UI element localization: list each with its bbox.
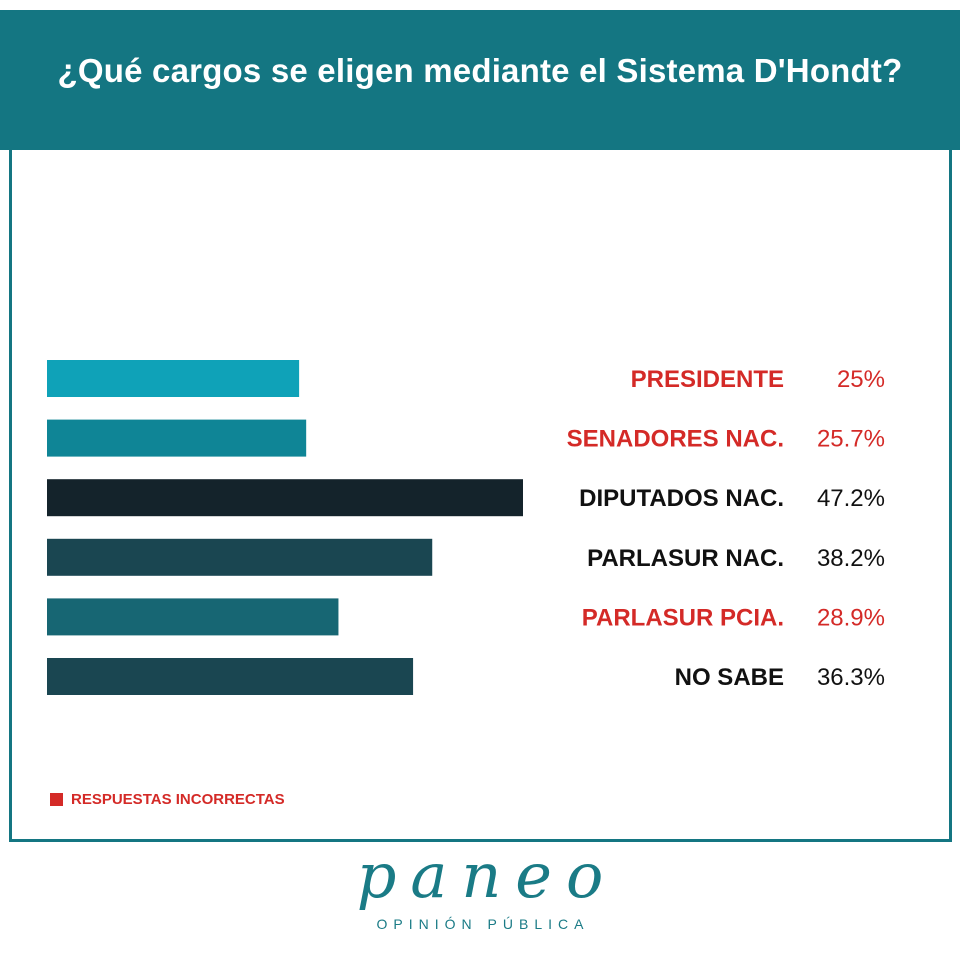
category-label: NO SABE xyxy=(675,664,784,691)
bar-senadores-nac xyxy=(47,419,307,457)
bar-presidente xyxy=(47,360,300,397)
value-label: 47.2% xyxy=(817,485,885,512)
legend-swatch xyxy=(50,793,63,806)
chart-title: ¿Qué cargos se eligen mediante el Sistem… xyxy=(57,52,903,89)
category-label: SENADORES NAC. xyxy=(567,426,784,453)
category-label: PARLASUR NAC. xyxy=(587,545,784,572)
value-label: 36.3% xyxy=(817,664,885,691)
value-label: 25.7% xyxy=(817,426,885,453)
header-band xyxy=(0,10,960,150)
brand-subtitle: OPINIÓN PÚBLICA xyxy=(376,916,590,932)
bar-no-sabe xyxy=(47,658,414,695)
legend: RESPUESTAS INCORRECTAS xyxy=(50,791,285,808)
value-label: 25% xyxy=(837,366,885,393)
legend-label: RESPUESTAS INCORRECTAS xyxy=(71,791,285,808)
bar-parlasur-pcia xyxy=(47,598,339,636)
brand-logo: paneo OPINIÓN PÚBLICA xyxy=(0,838,960,932)
category-label: PARLASUR PCIA. xyxy=(582,604,784,631)
value-label: 38.2% xyxy=(817,545,885,572)
bar-parlasur-nac xyxy=(47,538,433,576)
category-label: PRESIDENTE xyxy=(631,366,784,393)
category-label: DIPUTADOS NAC. xyxy=(579,485,784,512)
brand-name: paneo xyxy=(356,839,618,912)
value-label: 28.9% xyxy=(817,604,885,631)
bar-diputados-nac xyxy=(47,479,523,517)
